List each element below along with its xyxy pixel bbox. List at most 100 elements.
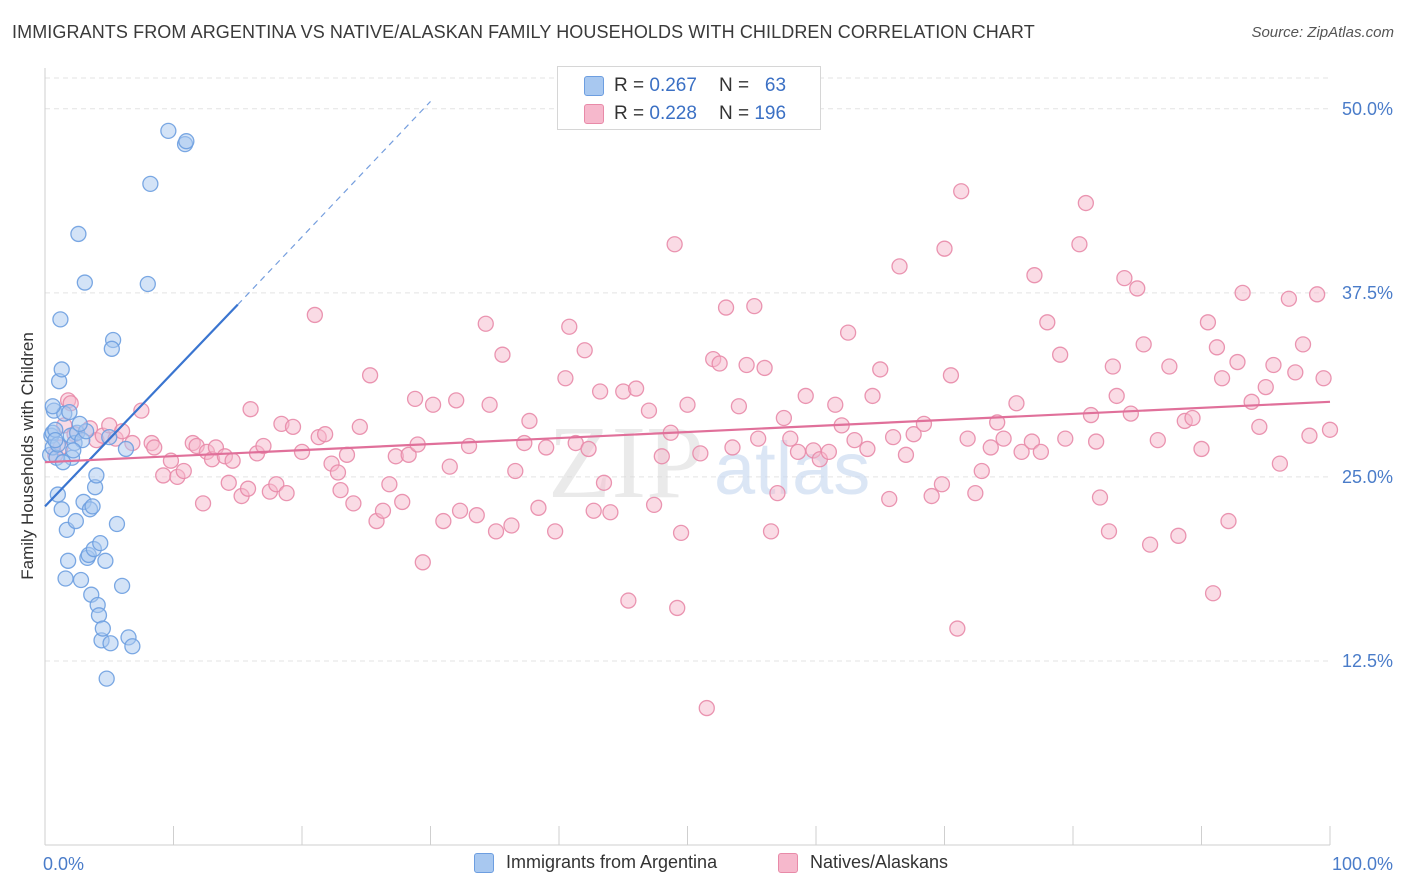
natives-alaskans-point bbox=[905, 426, 922, 443]
blue-swatch-icon bbox=[474, 852, 494, 873]
natives-alaskans-point bbox=[1170, 527, 1187, 544]
natives-alaskans-points bbox=[47, 183, 1339, 717]
natives-alaskans-point bbox=[1199, 314, 1217, 331]
argentina-point bbox=[61, 403, 78, 421]
natives-alaskans-point bbox=[576, 342, 593, 359]
natives-alaskans-point bbox=[585, 502, 602, 519]
natives-alaskans-point bbox=[1057, 430, 1074, 447]
natives-alaskans-point bbox=[557, 370, 574, 387]
natives-alaskans-point bbox=[1141, 536, 1159, 553]
natives-alaskans-point bbox=[1077, 194, 1094, 212]
argentina-point bbox=[97, 552, 114, 569]
natives-alaskans-point bbox=[591, 383, 609, 400]
natives-alaskans-point bbox=[448, 392, 465, 409]
natives-alaskans-point bbox=[1108, 387, 1125, 405]
natives-alaskans-point bbox=[620, 592, 637, 609]
watermark-zip: ZIP bbox=[548, 405, 704, 520]
pink-swatch-icon bbox=[584, 104, 604, 124]
natives-alaskans-point bbox=[640, 402, 658, 419]
natives-alaskans-point bbox=[1026, 267, 1043, 284]
natives-alaskans-point bbox=[864, 387, 881, 405]
natives-alaskans-point bbox=[268, 476, 285, 493]
natives-alaskans-point bbox=[762, 523, 780, 540]
natives-alaskans-point bbox=[400, 446, 417, 463]
natives-alaskans-point bbox=[1013, 443, 1030, 461]
natives-alaskans-point bbox=[872, 361, 889, 378]
legend-row-argentina: R = 0.267 N = 63 bbox=[584, 74, 786, 98]
legend-item-argentina[interactable]: Immigrants from Argentina bbox=[474, 852, 717, 873]
natives-alaskans-point bbox=[1243, 393, 1260, 410]
natives-alaskans-point bbox=[284, 418, 302, 435]
natives-alaskans-point bbox=[1032, 443, 1050, 461]
argentina-point bbox=[98, 670, 115, 687]
argentina-point bbox=[108, 515, 126, 533]
natives-alaskans-point bbox=[1321, 421, 1339, 438]
natives-alaskans-point bbox=[775, 409, 793, 427]
natives-alaskans-point bbox=[884, 429, 902, 446]
natives-alaskans-point bbox=[942, 367, 960, 384]
natives-alaskans-point bbox=[538, 439, 555, 456]
legend-item-natives[interactable]: Natives/Alaskans bbox=[778, 852, 948, 873]
n-label: N = bbox=[718, 103, 750, 124]
argentina-trend-line bbox=[44, 303, 239, 508]
natives-alaskans-point bbox=[255, 437, 272, 455]
x-tick-label: 0.0% bbox=[43, 854, 84, 874]
natives-alaskans-point bbox=[1087, 433, 1105, 450]
natives-alaskans-point bbox=[503, 517, 520, 534]
natives-trend-line bbox=[44, 400, 1331, 464]
grid-layer bbox=[45, 77, 1330, 662]
natives-alaskans-point bbox=[846, 431, 863, 449]
natives-alaskans-point bbox=[769, 484, 786, 502]
argentina-point bbox=[47, 431, 64, 449]
argentina-point bbox=[76, 274, 93, 291]
natives-alaskans-point bbox=[746, 297, 763, 315]
natives-alaskans-point bbox=[789, 443, 807, 461]
natives-alaskans-point bbox=[1008, 395, 1025, 412]
argentina-point bbox=[103, 340, 120, 357]
natives-alaskans-point bbox=[175, 462, 192, 480]
natives-alaskans-point bbox=[797, 387, 814, 405]
natives-alaskans-point bbox=[973, 462, 990, 480]
natives-alaskans-point bbox=[1208, 339, 1226, 356]
natives-alaskans-point bbox=[133, 402, 150, 419]
natives-alaskans-point bbox=[332, 482, 349, 499]
natives-alaskans-point bbox=[521, 412, 538, 430]
natives-alaskans-point bbox=[959, 430, 976, 447]
natives-alaskans-point bbox=[724, 439, 741, 456]
natives-alaskans-point bbox=[441, 458, 458, 475]
natives-alaskans-point bbox=[1149, 431, 1166, 449]
r-value: 0.267 bbox=[649, 75, 697, 96]
natives-alaskans-point bbox=[546, 523, 564, 540]
natives-alaskans-point bbox=[487, 523, 505, 540]
natives-alaskans-point bbox=[580, 440, 597, 458]
natives-alaskans-point bbox=[915, 415, 933, 433]
r-label: R = bbox=[614, 103, 645, 124]
natives-alaskans-point bbox=[1023, 433, 1041, 450]
natives-alaskans-point bbox=[220, 474, 237, 491]
natives-alaskans-point bbox=[477, 315, 494, 332]
natives-alaskans-point bbox=[967, 484, 984, 502]
natives-alaskans-point bbox=[1220, 512, 1237, 530]
trend-lines bbox=[44, 101, 1331, 508]
natives-alaskans-point bbox=[953, 183, 970, 200]
natives-alaskans-point bbox=[1193, 440, 1210, 458]
natives-alaskans-point bbox=[897, 446, 915, 463]
natives-alaskans-point bbox=[1135, 336, 1152, 353]
natives-alaskans-point bbox=[146, 439, 163, 456]
n-value: 63 bbox=[764, 75, 787, 96]
natives-alaskans-point bbox=[1116, 269, 1133, 287]
natives-alaskans-point bbox=[1122, 405, 1139, 422]
y-tick-label: 25.0% bbox=[1342, 467, 1393, 487]
natives-alaskans-point bbox=[381, 476, 398, 493]
natives-alaskans-point bbox=[361, 367, 379, 384]
legend-label-natives: Natives/Alaskans bbox=[810, 852, 949, 872]
argentina-trend-extension bbox=[237, 101, 431, 306]
natives-alaskans-point bbox=[224, 452, 241, 469]
natives-alaskans-point bbox=[293, 443, 311, 461]
natives-alaskans-point bbox=[995, 430, 1012, 447]
natives-alaskans-point bbox=[507, 462, 524, 480]
argentina-point bbox=[124, 638, 141, 655]
argentina-point bbox=[102, 635, 119, 652]
pink-swatch-icon bbox=[778, 852, 798, 873]
natives-alaskans-point bbox=[306, 306, 324, 324]
